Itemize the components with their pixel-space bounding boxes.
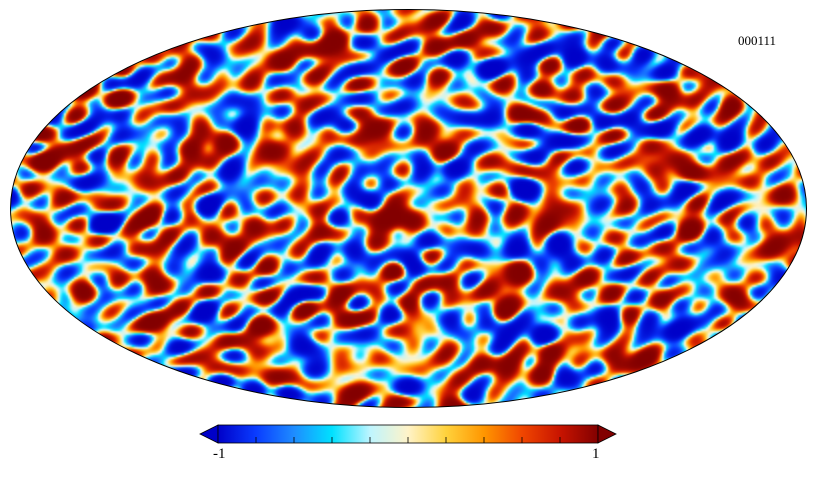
mollweide-map [10,9,807,408]
colorbar [199,424,617,444]
colorbar-max-label: 1 [592,446,600,462]
colorbar-left-triangle [199,424,219,444]
colorbar-min-label: -1 [213,446,226,462]
map-outline [10,9,807,408]
map-field-image [10,9,807,408]
colorbar-ticks [255,437,561,443]
map-label: 000111 [738,33,777,48]
colorbar-right-triangle [597,424,617,444]
